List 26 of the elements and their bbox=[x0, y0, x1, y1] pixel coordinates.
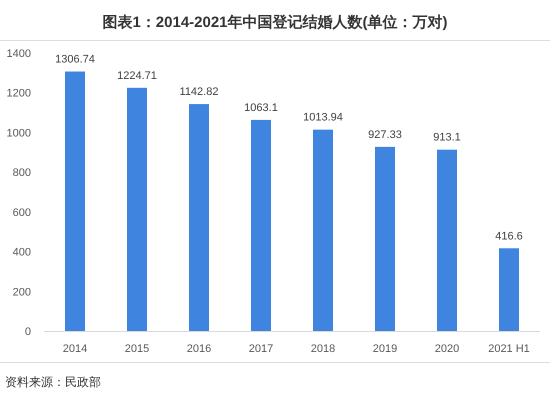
x-tick-label: 2021 H1 bbox=[488, 343, 530, 355]
title: 图表1：2014-2021年中国登记结婚人数(单位：万对) bbox=[102, 14, 448, 31]
y-tick-label: 800 bbox=[12, 167, 31, 180]
y-tick-label: 1000 bbox=[6, 127, 31, 140]
x-tick-label: 2020 bbox=[434, 343, 460, 355]
data-label: 1013.94 bbox=[303, 112, 343, 124]
y-tick-label: 400 bbox=[12, 246, 31, 259]
y-tick-label: 200 bbox=[12, 286, 31, 298]
data-label: 1306.74 bbox=[55, 54, 95, 66]
data-label: 1142.82 bbox=[180, 86, 218, 98]
x-tick-label: 2015 bbox=[124, 343, 150, 355]
y-tick-label: 600 bbox=[12, 206, 31, 219]
x-tick-label: 2014 bbox=[62, 343, 88, 355]
y-tick-label: 1200 bbox=[6, 88, 31, 100]
y-tick-label: 0 bbox=[24, 326, 31, 338]
x-tick-label: 2019 bbox=[372, 343, 398, 355]
x-tick-label: 2017 bbox=[248, 343, 274, 355]
data-label: 927.33 bbox=[368, 128, 402, 141]
annotation: 资料来源：民政部 bbox=[5, 375, 101, 389]
data-label: 1063.1 bbox=[244, 102, 278, 114]
data-label: 913.1 bbox=[433, 132, 461, 144]
x-tick-label: 2018 bbox=[310, 343, 336, 355]
x-tick-label: 2016 bbox=[186, 343, 212, 355]
data-label: 1224.71 bbox=[117, 70, 157, 82]
data-label: 416.6 bbox=[495, 230, 523, 242]
y-tick-label: 1400 bbox=[6, 48, 31, 60]
